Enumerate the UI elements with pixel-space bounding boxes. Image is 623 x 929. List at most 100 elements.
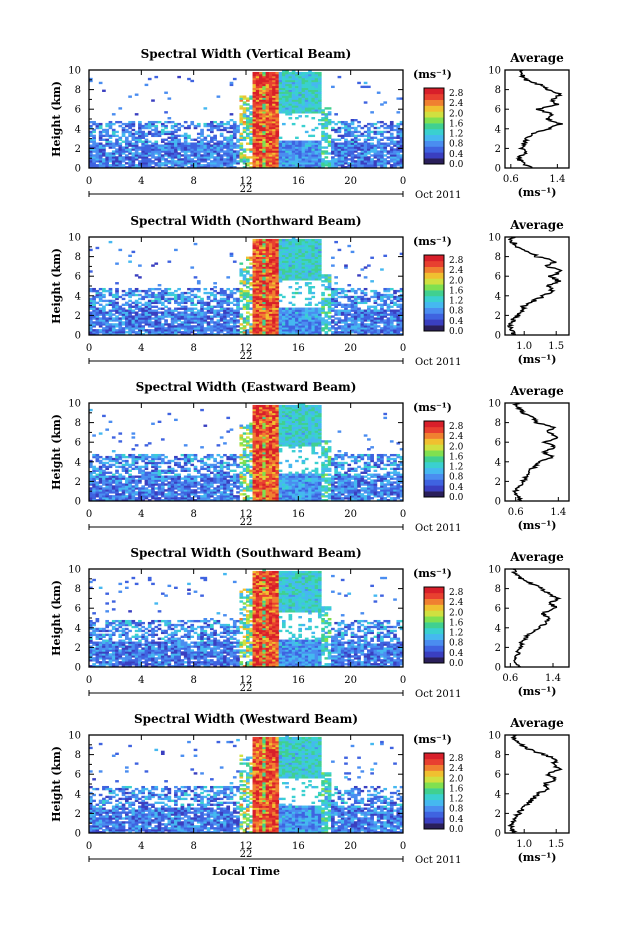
heatmap-cell <box>393 297 397 301</box>
heatmap-cell <box>275 77 280 81</box>
heatmap-cell <box>327 315 332 318</box>
heatmap-cell <box>344 150 348 153</box>
heatmap-cell <box>334 299 338 303</box>
heatmap-cell <box>308 91 312 94</box>
heatmap-cell <box>285 238 289 242</box>
heatmap-cell <box>213 333 217 336</box>
heatmap-cell <box>376 146 381 149</box>
heatmap-cell <box>206 134 211 138</box>
heatmap-cell <box>288 276 293 279</box>
heatmap-cell <box>337 291 342 295</box>
heatmap-cell <box>363 329 368 332</box>
heatmap-cell <box>259 319 263 322</box>
heatmap-cell <box>128 291 132 295</box>
heatmap-cell <box>102 333 106 336</box>
heatmap-cell <box>367 331 371 334</box>
heatmap-cell <box>337 325 342 328</box>
heatmap-cell <box>311 152 316 155</box>
heatmap-cell <box>190 289 195 293</box>
heatmap-cell <box>389 136 394 139</box>
heatmap-cell <box>268 242 273 246</box>
heatmap-cell <box>174 301 178 305</box>
heatmap-cell <box>105 142 110 145</box>
heatmap-cell <box>340 150 345 153</box>
heatmap-cell <box>203 124 208 128</box>
heatmap-cell <box>183 146 188 149</box>
heatmap-cell <box>239 119 244 122</box>
heatmap-cell <box>89 311 93 314</box>
heatmap-cell <box>229 146 234 149</box>
heatmap-cell <box>170 311 175 314</box>
heatmap-cell <box>291 266 296 269</box>
heatmap-cell <box>285 307 289 310</box>
heatmap-cell <box>259 307 263 310</box>
heatmap-cell <box>308 160 312 163</box>
heatmap-cell <box>196 327 201 330</box>
profile-frame <box>504 69 570 169</box>
heatmap-cell <box>360 291 365 295</box>
heatmap-cell <box>317 266 322 269</box>
heatmap-cell <box>255 87 260 90</box>
heatmap-cell <box>180 313 185 316</box>
heatmap-cell <box>144 122 149 126</box>
heatmap-cell <box>347 142 352 145</box>
heatmap-cell <box>272 311 276 314</box>
heatmap-cell <box>115 499 119 502</box>
heatmap-cell <box>265 164 270 167</box>
heatmap-cell <box>275 274 280 277</box>
heatmap-cell <box>118 331 123 334</box>
heatmap-cell <box>272 79 276 83</box>
heatmap-cell <box>285 248 289 252</box>
heatmap-cell <box>174 162 178 165</box>
heatmap-cell <box>95 309 100 312</box>
heatmap-cell <box>272 329 276 332</box>
heatmap-cell <box>151 146 155 149</box>
heatmap-cell <box>334 166 338 169</box>
heatmap-cell <box>196 156 201 159</box>
heatmap-cell <box>160 132 165 136</box>
heatmap-cell <box>347 166 352 169</box>
heatmap-cell <box>128 327 132 330</box>
heatmap-cell <box>160 317 165 320</box>
heatmap-cell <box>350 299 355 303</box>
heatmap-cell <box>200 132 204 136</box>
heatmap-cell <box>105 495 110 498</box>
heatmap-cell <box>331 138 335 141</box>
heatmap-cell <box>311 254 316 257</box>
heatmap-cell <box>138 327 142 330</box>
heatmap-cell <box>301 91 306 94</box>
heatmap-cell <box>157 164 162 167</box>
heatmap-cell <box>252 117 257 120</box>
heatmap-cell <box>131 301 136 305</box>
heatmap-cell <box>311 93 316 96</box>
heatmap-cell <box>232 124 237 128</box>
heatmap-cell <box>249 276 253 279</box>
heatmap-cell <box>268 268 273 271</box>
heatmap-cell <box>275 321 280 324</box>
heatmap-cell <box>160 315 165 318</box>
heatmap-cell <box>187 134 191 138</box>
heatmap-cell <box>373 130 378 134</box>
heatmap-cell <box>259 291 263 295</box>
heatmap-cell <box>92 483 96 486</box>
heatmap-cell <box>389 138 394 141</box>
heatmap-cell <box>285 95 289 98</box>
heatmap-cell <box>298 260 302 263</box>
heatmap-cell <box>95 475 100 478</box>
heatmap-cell <box>206 122 211 126</box>
heatmap-cell <box>275 117 280 120</box>
heatmap-cell <box>265 315 270 318</box>
heatmap-cell <box>255 311 260 314</box>
heatmap-cell <box>386 156 391 159</box>
heatmap-cell <box>291 278 296 281</box>
heatmap-cell <box>183 158 188 161</box>
heatmap-cell <box>291 333 296 336</box>
heatmap-cell <box>327 284 332 287</box>
heatmap-cell <box>164 313 168 316</box>
heatmap-cell <box>210 136 214 139</box>
heatmap-cell <box>102 309 106 312</box>
colorbar-swatch <box>424 105 444 112</box>
heatmap-cell <box>265 71 270 75</box>
heatmap-cell <box>383 301 388 305</box>
x-tick-label: 16 <box>292 176 305 187</box>
